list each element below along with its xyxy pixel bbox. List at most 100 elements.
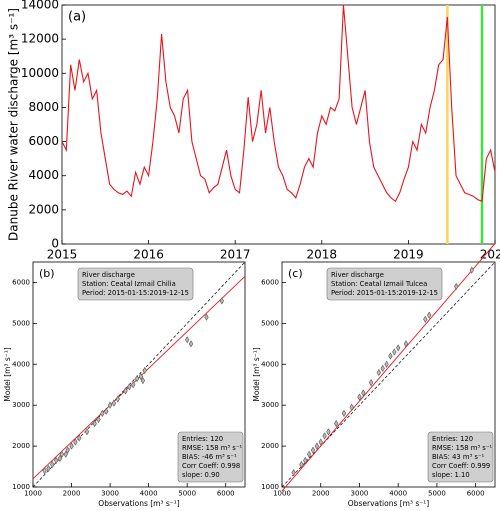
point bbox=[388, 352, 393, 360]
x-tick-label: 2017 bbox=[220, 247, 251, 261]
info-line: Station: Ceatal Izmail Tulcea bbox=[331, 280, 427, 288]
point bbox=[314, 442, 320, 450]
stats-line: Corr Coeff: 0.998 bbox=[182, 462, 240, 470]
y-tick-label: 6000 bbox=[28, 134, 59, 148]
point bbox=[107, 401, 113, 409]
point bbox=[134, 375, 140, 383]
point bbox=[46, 465, 51, 473]
x-tick-label: 2016 bbox=[133, 247, 164, 261]
point bbox=[142, 366, 147, 374]
x-tick-label: 2015 bbox=[47, 247, 78, 261]
point bbox=[334, 420, 339, 428]
point bbox=[131, 381, 136, 389]
y-tick-label: 4000 bbox=[12, 360, 30, 368]
x-tick-label: 1000 bbox=[273, 489, 291, 497]
point bbox=[100, 409, 105, 417]
point bbox=[361, 389, 366, 397]
x-tick-label: 2000 bbox=[63, 489, 81, 497]
point bbox=[57, 454, 63, 462]
point bbox=[53, 456, 59, 464]
stats-line: slope: 0.90 bbox=[182, 471, 220, 479]
point bbox=[423, 315, 428, 323]
y-tick-label: 1000 bbox=[12, 483, 30, 491]
point bbox=[123, 387, 128, 395]
stats-box bbox=[427, 431, 494, 483]
stats-line: RMSE: 158 m³ s⁻¹ bbox=[432, 444, 492, 452]
point bbox=[368, 379, 374, 387]
y-tick-label: 1000 bbox=[261, 483, 279, 491]
y-tick-label: 12000 bbox=[21, 32, 59, 46]
point bbox=[376, 368, 381, 377]
point bbox=[291, 469, 296, 477]
fit-line bbox=[32, 275, 246, 480]
point bbox=[140, 377, 146, 385]
info-box bbox=[326, 267, 443, 301]
point bbox=[111, 399, 117, 407]
info-line: Period: 2015-01-15:2019-12-15 bbox=[82, 289, 189, 297]
x-axis-label: Observations [m³ s⁻¹] bbox=[348, 499, 429, 508]
panel-label: (b) bbox=[39, 267, 55, 280]
y-axis-label: Danube River water discharge [m³ s⁻¹] bbox=[7, 8, 21, 241]
point bbox=[310, 446, 316, 454]
point bbox=[50, 460, 55, 469]
stats-line: BIAS: -46 m³ s⁻¹ bbox=[182, 453, 237, 461]
point bbox=[127, 383, 132, 391]
y-tick-label: 6000 bbox=[261, 278, 279, 286]
point bbox=[69, 442, 74, 450]
x-tick-label: 6000 bbox=[217, 489, 235, 497]
point bbox=[306, 450, 312, 458]
plot-frame bbox=[32, 261, 246, 488]
panel-label: (a) bbox=[68, 10, 86, 25]
point bbox=[299, 460, 304, 469]
stats-box bbox=[177, 431, 244, 483]
x-tick-label: 6000 bbox=[467, 489, 485, 497]
y-tick-label: 4000 bbox=[28, 168, 59, 182]
info-line: River discharge bbox=[331, 271, 384, 279]
y-axis-label: Model [m³ s⁻¹] bbox=[3, 347, 12, 401]
y-tick-label: 3000 bbox=[12, 401, 30, 409]
point bbox=[454, 282, 459, 291]
point bbox=[104, 407, 109, 415]
x-tick-label: 2000 bbox=[312, 489, 330, 497]
x-tick-label: 5000 bbox=[178, 489, 196, 497]
point bbox=[73, 438, 78, 446]
stats-line: slope: 1.10 bbox=[432, 471, 470, 479]
info-line: Station: Ceatal Izmail Chilia bbox=[82, 280, 176, 288]
stats-line: Corr Coeff: 0.999 bbox=[432, 462, 490, 470]
point bbox=[92, 420, 97, 428]
point bbox=[303, 456, 308, 464]
point bbox=[349, 403, 354, 411]
point bbox=[65, 446, 70, 454]
point bbox=[204, 313, 209, 321]
x-axis-label: Observations [m³ s⁻¹] bbox=[98, 499, 179, 508]
y-axis-label: Model [m³ s⁻¹] bbox=[252, 347, 261, 401]
point bbox=[185, 336, 190, 344]
x-tick-label: 2019 bbox=[393, 247, 424, 261]
point bbox=[188, 340, 194, 348]
panel-label: (c) bbox=[288, 267, 303, 280]
x-tick-label: 4000 bbox=[389, 489, 407, 497]
point bbox=[427, 311, 432, 319]
x-tick-label: 3000 bbox=[351, 489, 369, 497]
point bbox=[396, 344, 401, 352]
y-tick-label: 3000 bbox=[261, 401, 279, 409]
y-tick-label: 5000 bbox=[261, 319, 279, 327]
point bbox=[384, 360, 389, 368]
point bbox=[326, 428, 331, 436]
point bbox=[115, 395, 120, 403]
point bbox=[322, 432, 327, 440]
x-tick-label: 4000 bbox=[140, 489, 158, 497]
info-line: River discharge bbox=[82, 271, 135, 279]
point bbox=[318, 438, 323, 446]
y-tick-label: 4000 bbox=[261, 360, 279, 368]
y-tick-label: 2000 bbox=[261, 442, 279, 450]
point bbox=[77, 434, 82, 442]
point bbox=[59, 450, 65, 458]
point bbox=[219, 297, 225, 305]
point bbox=[380, 364, 385, 372]
y-tick-label: 8000 bbox=[28, 100, 59, 114]
point bbox=[42, 467, 47, 475]
point bbox=[84, 428, 90, 436]
